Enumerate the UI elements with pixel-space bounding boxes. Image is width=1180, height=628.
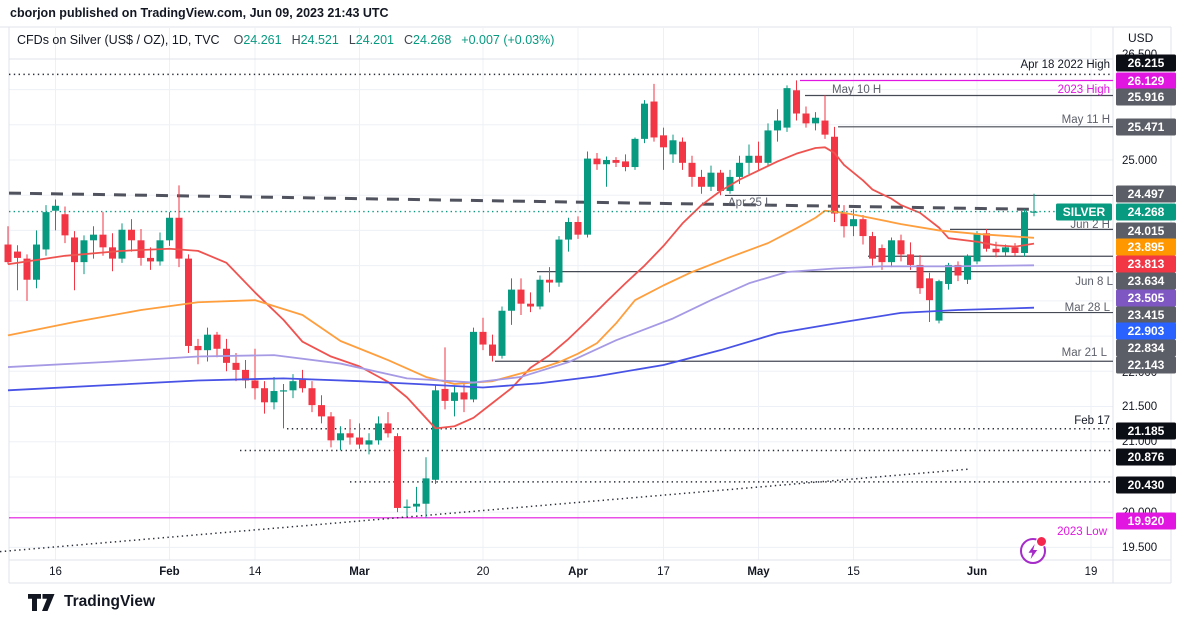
svg-text:23.813: 23.813 bbox=[1128, 257, 1165, 271]
svg-text:23.895: 23.895 bbox=[1128, 240, 1165, 254]
svg-text:15: 15 bbox=[847, 566, 860, 578]
candles-layer[interactable] bbox=[4, 80, 1038, 518]
footer-branding[interactable]: TradingView bbox=[28, 593, 155, 611]
svg-text:24.497: 24.497 bbox=[1128, 187, 1165, 201]
annotations-layer: Apr 18 2022 High 2023 High May 10 H May 11 … bbox=[728, 59, 1114, 538]
svg-text:17: 17 bbox=[657, 566, 670, 578]
svg-text:20: 20 bbox=[477, 566, 490, 578]
chart-legend: CFDs on Silver (US$ / OZ), 1D, TVC O24.2… bbox=[17, 33, 554, 47]
svg-text:SILVER: SILVER bbox=[1063, 205, 1106, 219]
svg-text:Mar: Mar bbox=[349, 566, 370, 578]
ohlc-high: H24.521 bbox=[291, 33, 339, 47]
svg-text:24.268: 24.268 bbox=[1128, 205, 1165, 219]
svg-text:May 10 H: May 10 H bbox=[832, 84, 881, 96]
svg-text:23.415: 23.415 bbox=[1128, 308, 1165, 322]
svg-text:2023 High: 2023 High bbox=[1058, 84, 1110, 96]
ma-line-sma100 bbox=[7, 264, 1035, 384]
svg-text:2023 Low: 2023 Low bbox=[1057, 526, 1108, 538]
svg-text:Jun 8 L: Jun 8 L bbox=[1075, 276, 1113, 288]
svg-text:16: 16 bbox=[49, 566, 62, 578]
svg-text:19.500: 19.500 bbox=[1122, 542, 1157, 554]
svg-text:25.000: 25.000 bbox=[1122, 155, 1157, 167]
grid-layer bbox=[9, 28, 1113, 560]
svg-text:May: May bbox=[747, 566, 770, 578]
svg-text:24.015: 24.015 bbox=[1128, 224, 1165, 238]
ma-line-sma50 bbox=[7, 209, 1035, 385]
svg-text:May 11 H: May 11 H bbox=[1062, 114, 1110, 126]
svg-text:26.129: 26.129 bbox=[1128, 74, 1165, 88]
ohlc-open: O24.261 bbox=[233, 33, 282, 47]
svg-text:Apr 18 2022 High: Apr 18 2022 High bbox=[1020, 59, 1110, 71]
svg-text:20.430: 20.430 bbox=[1128, 478, 1165, 492]
svg-text:22.903: 22.903 bbox=[1128, 324, 1165, 338]
svg-text:19.920: 19.920 bbox=[1128, 514, 1165, 528]
svg-text:14: 14 bbox=[249, 566, 262, 578]
svg-text:Feb 17: Feb 17 bbox=[1074, 415, 1110, 427]
svg-text:21.500: 21.500 bbox=[1122, 401, 1157, 413]
ohlc-low: L24.201 bbox=[348, 33, 395, 47]
tradingview-logo-icon bbox=[28, 593, 55, 611]
symbol-title: CFDs on Silver (US$ / OZ), 1D, TVC bbox=[17, 33, 220, 47]
svg-text:Feb: Feb bbox=[159, 566, 179, 578]
svg-text:Apr: Apr bbox=[568, 566, 588, 578]
tradingview-wordmark: TradingView bbox=[64, 593, 156, 610]
svg-text:23.634: 23.634 bbox=[1128, 274, 1165, 288]
svg-text:USD: USD bbox=[1128, 31, 1154, 45]
ma-line-sma200 bbox=[7, 306, 1035, 392]
trendline-dotted bbox=[0, 468, 969, 553]
lightning-bolt-icon bbox=[1028, 544, 1038, 559]
change-value: +0.007 (+0.03%) bbox=[461, 33, 555, 47]
flash-ideas-button[interactable] bbox=[1020, 536, 1047, 564]
price-axis[interactable]: USD26.50025.00022.00021.50021.00020.0001… bbox=[1056, 31, 1176, 554]
svg-text:Jun 2 H: Jun 2 H bbox=[1070, 219, 1110, 231]
published-line: cborjon published on TradingView.com, Ju… bbox=[10, 6, 389, 20]
svg-text:Jun: Jun bbox=[967, 566, 987, 578]
svg-text:Mar 21 L: Mar 21 L bbox=[1062, 347, 1108, 359]
svg-text:26.215: 26.215 bbox=[1128, 56, 1165, 70]
svg-text:19: 19 bbox=[1085, 566, 1098, 578]
notification-dot bbox=[1036, 536, 1047, 547]
svg-text:Mar 28 L: Mar 28 L bbox=[1065, 302, 1111, 314]
svg-text:25.471: 25.471 bbox=[1128, 120, 1165, 134]
svg-text:20.876: 20.876 bbox=[1128, 450, 1165, 464]
ohlc-close: C24.268 bbox=[404, 33, 452, 47]
svg-text:23.505: 23.505 bbox=[1128, 291, 1165, 305]
svg-text:21.185: 21.185 bbox=[1128, 424, 1165, 438]
svg-text:25.916: 25.916 bbox=[1128, 90, 1165, 104]
svg-text:22.143: 22.143 bbox=[1128, 358, 1165, 372]
svg-text:22.834: 22.834 bbox=[1128, 341, 1165, 355]
time-axis[interactable]: 16 Feb 14 Mar 20 Apr 17 May 15 Jun 19 bbox=[49, 566, 1097, 578]
level-lines-layer bbox=[9, 73, 1113, 519]
ma-line-sma20 bbox=[7, 146, 1035, 430]
svg-text:Apr 25 L: Apr 25 L bbox=[728, 197, 772, 209]
